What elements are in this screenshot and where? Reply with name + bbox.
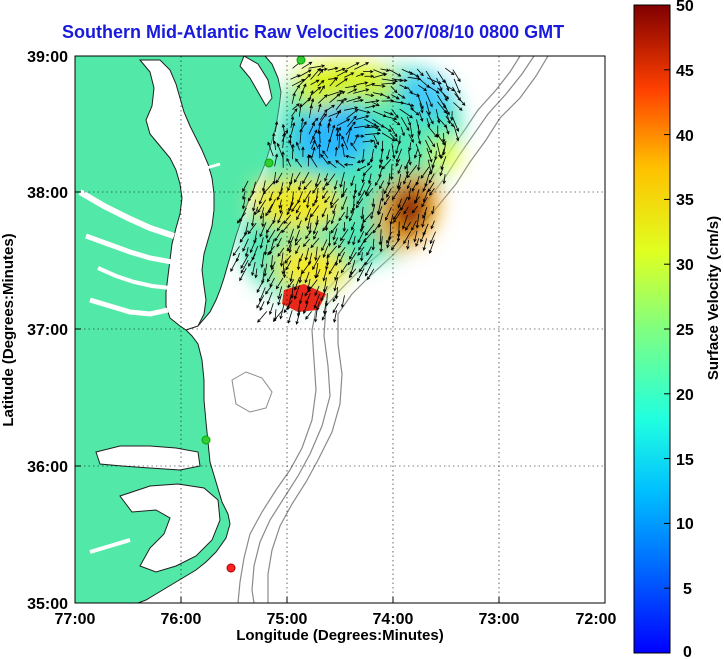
colorbar-tick-label: 40 — [676, 128, 694, 145]
neuse-river — [89, 538, 131, 554]
tributary-potomac — [78, 189, 175, 239]
colorbar-label: Surface Velocity (cm/s) — [705, 216, 722, 380]
bathymetry-inner — [231, 371, 273, 413]
y-tick-label: 38:00 — [27, 185, 68, 202]
station-marker[interactable] — [296, 56, 306, 65]
x-tick-label: 72:00 — [576, 611, 617, 628]
bathymetry-contour — [267, 56, 549, 603]
x-axis-label: Longitude (Degrees:Minutes) — [236, 627, 444, 644]
colorbar-tick-label: 20 — [676, 387, 694, 404]
delaware-bay — [239, 56, 273, 107]
colorbar-tick-label: 25 — [676, 322, 694, 339]
station-marker[interactable] — [264, 158, 274, 168]
colorbar-tick-label: 15 — [676, 452, 694, 469]
y-tick-label: 37:00 — [27, 322, 68, 339]
colorbar-tick-label: 35 — [676, 192, 694, 209]
velocity-arrows — [230, 61, 466, 325]
bathymetry-contour — [251, 56, 535, 603]
axis-tick-marks — [75, 191, 500, 603]
tributary-choptank — [179, 162, 221, 178]
colorbar-tick-label: 30 — [676, 257, 694, 274]
tributary-york — [97, 266, 171, 290]
colorbar-tick-label: 45 — [676, 63, 694, 80]
colorbar-tick-label: 10 — [676, 516, 694, 533]
x-tick-label: 74:00 — [373, 611, 414, 628]
y-tick-label: 39:00 — [27, 49, 68, 66]
colorbar-tick-label: 50 — [676, 0, 694, 15]
map-title: Southern Mid-Atlantic Raw Velocities 200… — [62, 22, 565, 42]
albemarle-sound — [95, 445, 201, 471]
x-tick-label: 75:00 — [267, 611, 308, 628]
tributary-rappahannock — [85, 233, 173, 265]
station-marker[interactable] — [201, 435, 211, 445]
x-tick-label: 77:00 — [55, 611, 96, 628]
colorbar-tick-label: 0 — [683, 644, 692, 659]
tributary-james — [89, 297, 169, 317]
colorbar-tick-label: 5 — [683, 581, 692, 598]
pamlico-sound — [119, 483, 221, 573]
colorbar-ticks — [664, 4, 670, 589]
x-tick-label: 76:00 — [161, 611, 202, 628]
y-tick-label: 36:00 — [27, 459, 68, 476]
x-tick-label: 73:00 — [479, 611, 520, 628]
station-marker[interactable] — [226, 563, 236, 573]
chesapeake-bay — [138, 59, 215, 331]
y-axis-label: Latitude (Degrees:Minutes) — [0, 233, 17, 426]
grid — [75, 56, 605, 603]
y-tick-label: 35:00 — [27, 596, 68, 613]
